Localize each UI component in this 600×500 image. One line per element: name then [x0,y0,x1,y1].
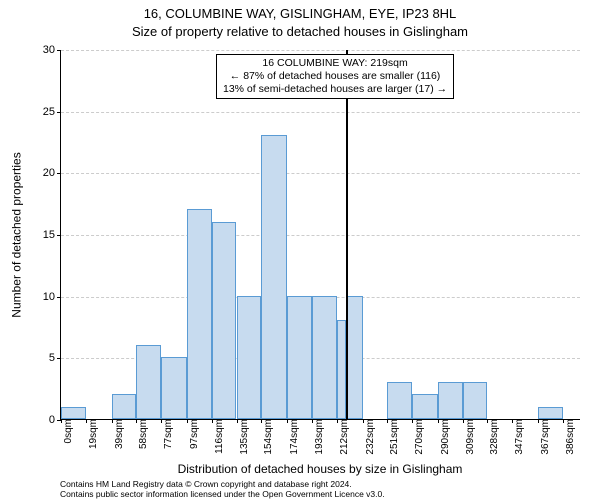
xtick-label: 212sqm [333,419,350,455]
ytick-label: 15 [43,229,61,241]
annotation-line-3: 13% of semi-detached houses are larger (… [223,83,447,96]
histogram-bar [261,135,287,419]
histogram-bar [187,209,212,419]
xtick-label: 174sqm [283,419,300,455]
footer-attribution: Contains HM Land Registry data © Crown c… [60,480,580,500]
title-line-1: 16, COLUMBINE WAY, GISLINGHAM, EYE, IP23… [0,6,600,21]
xtick-label: 251sqm [383,419,400,455]
gridline [61,235,580,236]
xtick-label: 0sqm [57,419,74,443]
annotation-line-2: ← 87% of detached houses are smaller (11… [223,70,447,83]
chart-container: 16, COLUMBINE WAY, GISLINGHAM, EYE, IP23… [0,0,600,500]
histogram-bar [412,394,438,419]
xtick-label: 270sqm [408,419,425,455]
histogram-bar [287,296,312,419]
xtick-label: 193sqm [308,419,325,455]
histogram-bar [312,296,337,419]
histogram-bar [387,382,412,419]
title-line-2: Size of property relative to detached ho… [0,24,600,39]
annotation-line-1: 16 COLUMBINE WAY: 219sqm [223,57,447,70]
xtick-label: 135sqm [233,419,250,455]
histogram-bar [212,222,237,419]
histogram-bar [346,296,363,419]
histogram-bar [438,382,463,419]
gridline [61,173,580,174]
x-axis-label: Distribution of detached houses by size … [60,462,580,476]
xtick-label: 367sqm [534,419,551,455]
ytick-label: 25 [43,106,61,118]
xtick-label: 116sqm [208,419,225,454]
y-axis-label: Number of detached properties [10,50,24,420]
xtick-label: 232sqm [359,419,376,455]
footer-line-2: Contains public sector information licen… [60,490,580,500]
ytick-label: 5 [49,352,61,364]
xtick-label: 58sqm [132,419,149,449]
xtick-label: 154sqm [257,419,274,455]
histogram-bar [237,296,262,419]
xtick-label: 39sqm [108,419,125,449]
xtick-label: 386sqm [559,419,576,455]
ytick-label: 10 [43,291,61,303]
histogram-bar [337,320,346,419]
annotation-box: 16 COLUMBINE WAY: 219sqm← 87% of detache… [216,54,454,99]
xtick-label: 97sqm [183,419,200,449]
gridline [61,112,580,113]
xtick-label: 347sqm [508,419,525,455]
ytick-label: 30 [43,44,61,56]
xtick-label: 328sqm [483,419,500,455]
histogram-bar [538,407,563,419]
histogram-bar [463,382,488,419]
gridline [61,50,580,51]
histogram-bar [136,345,161,419]
ytick-label: 20 [43,167,61,179]
xtick-label: 290sqm [434,419,451,455]
xtick-label: 309sqm [459,419,476,455]
plot-area: 0510152025300sqm19sqm39sqm58sqm77sqm97sq… [60,50,580,420]
property-marker-line [346,50,348,419]
histogram-bar [112,394,137,419]
xtick-label: 19sqm [82,419,99,449]
xtick-label: 77sqm [157,419,174,449]
histogram-bar [61,407,86,419]
histogram-bar [161,357,187,419]
